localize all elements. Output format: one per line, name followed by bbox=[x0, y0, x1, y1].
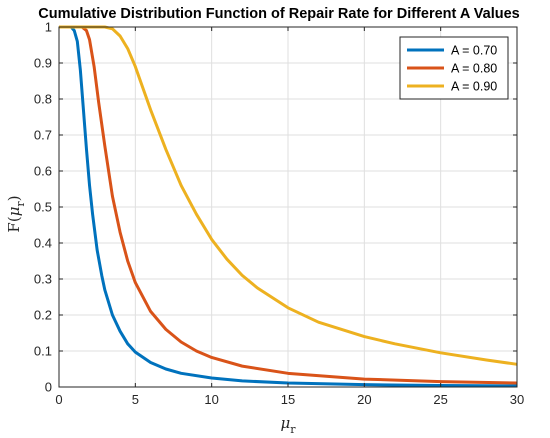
y-tick-label: 0.7 bbox=[34, 128, 52, 143]
y-tick-label: 0.4 bbox=[34, 236, 52, 251]
y-tick-label: 1 bbox=[45, 20, 52, 35]
series-line-1 bbox=[59, 25, 518, 388]
legend-label-2: A = 0.80 bbox=[451, 62, 497, 76]
x-tick-label: 20 bbox=[357, 392, 371, 407]
series-line-2 bbox=[59, 25, 518, 385]
x-tick-label: 15 bbox=[281, 392, 295, 407]
legend: A = 0.70 A = 0.80 A = 0.90 bbox=[399, 36, 509, 100]
x-axis-label: μr bbox=[280, 414, 296, 436]
y-axis-label-text: F(μr) bbox=[5, 195, 27, 232]
y-tick-label: 0 bbox=[45, 380, 52, 395]
legend-label-3: A = 0.90 bbox=[451, 80, 497, 94]
x-axis-label-text: μr bbox=[280, 414, 296, 436]
x-tick-label: 5 bbox=[132, 392, 139, 407]
y-tick-label: 0.6 bbox=[34, 164, 52, 179]
series-line-3 bbox=[59, 25, 518, 366]
legend-label-1: A = 0.70 bbox=[451, 44, 497, 58]
y-tick-label: 0.5 bbox=[34, 200, 52, 215]
x-tick-label: 25 bbox=[433, 392, 447, 407]
x-tick-label: 0 bbox=[55, 392, 62, 407]
x-tick-label: 30 bbox=[510, 392, 524, 407]
y-tick-label: 0.8 bbox=[34, 92, 52, 107]
x-tick-label: 10 bbox=[204, 392, 218, 407]
y-tick-label: 0.1 bbox=[34, 344, 52, 359]
y-axis-label: F(μr) bbox=[5, 195, 27, 232]
y-tick-label: 0.3 bbox=[34, 272, 52, 287]
y-tick-label: 0.9 bbox=[34, 56, 52, 71]
y-tick-label: 0.2 bbox=[34, 308, 52, 323]
chart-title: Cumulative Distribution Function of Repa… bbox=[38, 6, 520, 22]
